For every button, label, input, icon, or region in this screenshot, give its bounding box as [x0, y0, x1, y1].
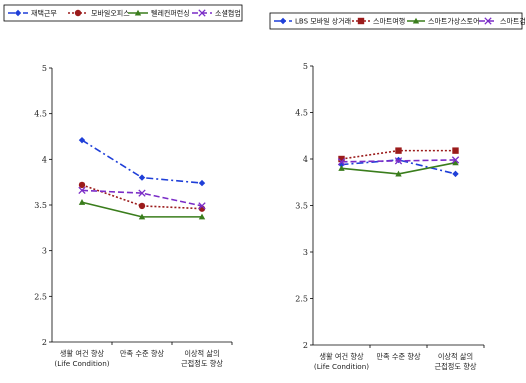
data-point: [198, 202, 206, 210]
data-point: [138, 189, 146, 197]
data-point: [452, 159, 459, 166]
x-category-label: 생활 여건 향상: [319, 352, 364, 361]
y-tick-label: 2: [42, 338, 47, 347]
data-point: [138, 202, 146, 210]
legend-label: 재택근무: [31, 9, 57, 18]
legend-swatch-marker: [134, 9, 142, 16]
x-category-label: (Life Condition): [314, 362, 369, 371]
x-category-label: 근접정도 향상: [435, 362, 477, 371]
legend-label: 소셜협업: [215, 9, 241, 18]
data-point: [451, 156, 460, 164]
legend-swatch-marker: [279, 17, 287, 25]
y-tick-label: 4: [42, 155, 47, 164]
x-category-label: (Life Condition): [54, 359, 109, 368]
x-category-label: 이상적 삶의: [184, 349, 219, 358]
y-tick-label: 3: [42, 247, 47, 256]
data-point: [78, 136, 86, 144]
y-tick-label: 3.5: [34, 201, 47, 210]
y-tick-label: 5: [303, 62, 308, 71]
x-category-label: 근접정도 향상: [181, 359, 223, 368]
data-point: [338, 155, 345, 163]
data-point: [337, 158, 346, 166]
y-tick-label: 4.5: [34, 110, 47, 119]
data-point: [138, 213, 146, 220]
series-line: [341, 159, 456, 175]
legend-swatch-marker: [412, 17, 420, 24]
data-point: [452, 170, 459, 178]
legend-swatch-marker: [484, 17, 492, 25]
y-tick-label: 4.5: [295, 109, 308, 118]
y-tick-label: 5: [42, 64, 47, 73]
legend-label: LBS 모바일 상거래: [295, 17, 351, 26]
data-point: [78, 181, 86, 189]
y-tick-label: 3.5: [295, 202, 308, 211]
legend-label: 모바일오피스: [91, 9, 130, 18]
legend-label: 텔레컨퍼런싱: [151, 9, 190, 18]
chart-left: 재택근무 모바일오피스 텔레컨퍼런싱 소셜협업 2 2.5 3 3.5 4 4.5 5 생활 여건 향…: [3, 4, 243, 368]
legend-box: [3, 4, 243, 22]
y-tick-label: 2: [303, 341, 308, 350]
data-point: [198, 213, 206, 220]
data-point: [394, 157, 403, 165]
data-point: [338, 165, 345, 171]
x-category-label: 이상적 삶의: [438, 352, 473, 361]
data-point: [78, 186, 86, 195]
y-tick-label: 3: [303, 248, 308, 257]
data-point: [395, 156, 402, 164]
x-category-label: 생활 여건 향상: [60, 349, 105, 358]
x-category-label: 만족 수준 향상: [120, 349, 165, 358]
data-point: [138, 174, 146, 181]
legend-label: 스마트검색: [500, 17, 526, 26]
legend-box: [269, 12, 523, 30]
y-tick-label: 2.5: [34, 292, 47, 301]
data-point: [395, 147, 402, 154]
legend-label: 스마트여행: [373, 17, 405, 26]
data-point: [78, 199, 86, 205]
legend-label: 스마트가상스토어: [428, 17, 480, 26]
data-point: [452, 147, 459, 154]
legend-swatch-marker: [74, 9, 82, 17]
chart-right: LBS 모바일 상거래 스마트여행 스마트가상스토어 스마트검색 2 2.5 3 3.5 4 4.…: [269, 12, 526, 371]
y-tick-label: 4: [303, 155, 308, 164]
x-category-label: 만족 수준 향상: [376, 352, 421, 361]
legend-swatch-marker: [357, 17, 365, 25]
data-point: [198, 179, 206, 187]
data-point: [395, 170, 402, 177]
legend-swatch-marker: [14, 9, 22, 17]
y-tick-label: 2.5: [295, 295, 308, 304]
legend-swatch-marker: [198, 9, 206, 17]
series-line: [81, 189, 203, 207]
